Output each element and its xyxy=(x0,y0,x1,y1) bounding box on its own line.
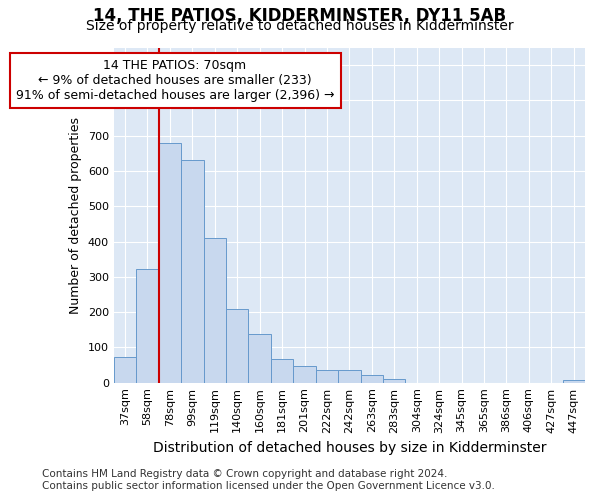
Bar xyxy=(181,160,203,382)
Bar xyxy=(338,370,361,382)
Text: 14 THE PATIOS: 70sqm
← 9% of detached houses are smaller (233)
91% of semi-detac: 14 THE PATIOS: 70sqm ← 9% of detached ho… xyxy=(16,59,334,102)
Bar xyxy=(316,370,338,382)
Bar xyxy=(136,269,158,382)
Bar xyxy=(226,308,248,382)
Text: Contains HM Land Registry data © Crown copyright and database right 2024.
Contai: Contains HM Land Registry data © Crown c… xyxy=(42,470,495,491)
Bar xyxy=(158,143,181,382)
Bar xyxy=(563,380,585,382)
X-axis label: Distribution of detached houses by size in Kidderminster: Distribution of detached houses by size … xyxy=(152,441,546,455)
Bar xyxy=(383,379,406,382)
Bar xyxy=(114,358,136,382)
Text: 14, THE PATIOS, KIDDERMINSTER, DY11 5AB: 14, THE PATIOS, KIDDERMINSTER, DY11 5AB xyxy=(94,8,506,26)
Bar xyxy=(248,334,271,382)
Bar xyxy=(203,238,226,382)
Bar xyxy=(293,366,316,382)
Bar xyxy=(271,358,293,382)
Text: Size of property relative to detached houses in Kidderminster: Size of property relative to detached ho… xyxy=(86,19,514,33)
Y-axis label: Number of detached properties: Number of detached properties xyxy=(69,116,82,314)
Bar xyxy=(361,375,383,382)
